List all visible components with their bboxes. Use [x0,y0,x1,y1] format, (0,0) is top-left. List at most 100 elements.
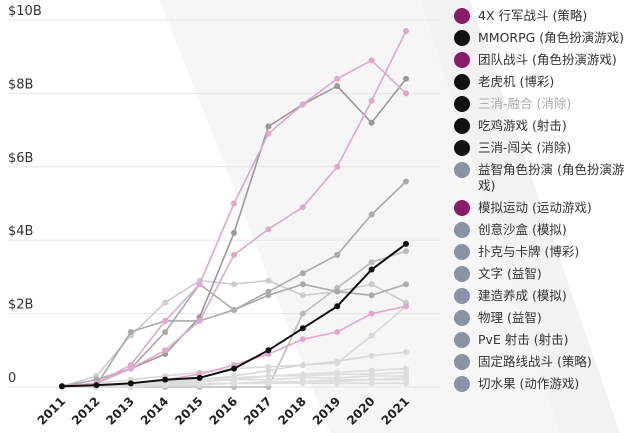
data-point [299,336,306,343]
legend-label: 建造养成 (模拟) [478,288,567,303]
data-point [299,270,306,277]
series-lines [59,28,409,390]
data-point [334,360,341,367]
legend-label: 物理 (益智) [478,310,542,325]
data-point [403,178,409,185]
data-point [368,266,375,273]
legend-swatch [454,96,470,112]
legend-label: PvE 射击 (射击) [478,332,569,347]
data-point [403,75,409,82]
data-point [334,380,341,387]
data-point [334,251,341,258]
data-point [299,101,306,108]
legend-item: 模拟运动 (运动游戏) [452,200,632,216]
data-point [334,83,341,90]
legend-swatch [454,244,470,260]
x-tick-label: 2015 [172,394,206,428]
data-point [196,281,203,288]
legend-swatch [454,332,470,348]
series-group [59,28,409,390]
data-point [196,380,203,387]
legend-item: 三消-融合 (消除) [452,96,632,112]
y-tick-label: $6B [8,151,33,166]
legend-swatch [454,118,470,134]
legend-label: 吃鸡游戏 (射击) [478,118,567,133]
legend-item: 切水果 (动作游戏) [452,376,632,392]
data-point [368,292,375,299]
data-point [231,281,237,288]
data-point [403,240,409,247]
legend-item: 扑克与卡牌 (博彩) [452,244,632,260]
data-point [265,226,272,233]
legend-swatch [454,8,470,24]
data-point [299,204,306,211]
legend-item: 吃鸡游戏 (射击) [452,118,632,134]
data-point [368,380,375,387]
y-tick-label: $4B [8,224,33,239]
legend-label: 固定路线战斗 (策略) [478,354,592,369]
x-tick-label: 2016 [207,394,241,428]
data-point [403,303,409,310]
data-point [265,292,272,299]
data-point [368,97,375,104]
x-tick-label: 2012 [69,394,103,428]
data-point [231,251,237,258]
x-tick-label: 2021 [379,394,413,428]
legend-swatch [454,162,470,178]
data-point [403,349,409,356]
data-point [231,229,237,236]
data-point [368,211,375,218]
x-axis-ticks: 2011 2012 2013 2014 2015 2016 2017 2018 2019 2020… [35,394,413,428]
legend-swatch [454,354,470,370]
data-point [162,376,169,383]
legend-swatch [454,310,470,326]
legend-item: 团队战斗 (角色扮演游戏) [452,52,632,68]
data-point [231,306,237,313]
legend-item: 老虎机 (博彩) [452,74,632,90]
data-point [368,57,375,64]
data-point [368,332,375,339]
legend-item: 4X 行军战斗 (策略) [452,8,632,24]
legend-swatch [454,52,470,68]
legend-label: 老虎机 (博彩) [478,74,555,89]
data-point [334,163,341,170]
data-point [403,248,409,255]
data-point [403,281,409,288]
legend-swatch [454,30,470,46]
data-point [127,328,134,335]
data-point [231,200,237,207]
data-point [265,130,272,137]
series-group [59,57,409,390]
data-point [162,328,169,335]
data-point [265,123,272,130]
data-point [368,119,375,126]
data-point [368,259,375,266]
data-point [162,299,169,306]
data-point [265,347,272,354]
x-tick-label: 2017 [241,394,275,428]
data-point [299,292,306,299]
data-point [334,303,341,310]
data-point [162,317,169,324]
data-point [299,380,306,387]
legend-swatch [454,266,470,282]
data-point [334,328,341,335]
data-point [299,310,306,317]
line-chart: $10B$8B$6B$4B$2B0 2011 2012 2013 2014 2015 20… [8,4,440,428]
data-point [299,325,306,332]
data-point [93,382,100,389]
data-point [334,288,341,295]
series-group [59,240,409,390]
legend-swatch [454,222,470,238]
data-point [127,361,134,368]
data-point [403,28,409,35]
legend: 4X 行军战斗 (策略) MMORPG (角色扮演游戏) 团队战斗 (角色扮演游戏)… [452,8,632,398]
legend-label: MMORPG (角色扮演游戏) [478,30,625,45]
data-point [231,380,237,387]
data-point [265,380,272,387]
data-point [127,380,134,387]
legend-item: 文字 (益智) [452,266,632,282]
data-point [299,281,306,288]
legend-item: 益智角色扮演 (角色扮演游戏) [452,162,632,194]
legend-item: 创意沙盒 (模拟) [452,222,632,238]
